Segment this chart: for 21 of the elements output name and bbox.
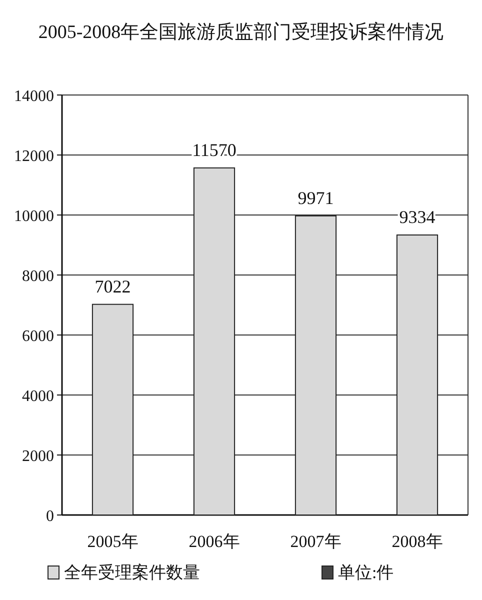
legend: 全年受理案件数量 <box>48 563 200 582</box>
x-tick-label: 2007年 <box>290 532 342 551</box>
text: 单位:件 <box>338 563 394 582</box>
y-tick-label: 12000 <box>14 148 54 165</box>
bar <box>92 304 134 516</box>
chart-title: 2005-2008年全国旅游质监部门受理投诉案件情况 <box>38 21 444 43</box>
y-tick-label: 2000 <box>22 448 54 465</box>
y-tick-label: 4000 <box>22 388 54 405</box>
x-tick-label: 2008年 <box>392 532 443 551</box>
y-tick-label: 8000 <box>22 268 54 285</box>
x-tick-label: 2006年 <box>188 532 240 551</box>
x-tick-label: 2005年 <box>87 532 138 551</box>
data-label: 7022 <box>94 276 131 296</box>
y-tick-label: 10000 <box>14 208 54 225</box>
bar <box>193 167 236 516</box>
y-tick-label: 0 <box>46 508 54 525</box>
y-tick-label: 14000 <box>14 88 54 105</box>
bar <box>396 234 438 516</box>
y-tick-label: 6000 <box>22 328 54 345</box>
data-label: 9971 <box>298 188 334 208</box>
bar <box>294 215 337 516</box>
